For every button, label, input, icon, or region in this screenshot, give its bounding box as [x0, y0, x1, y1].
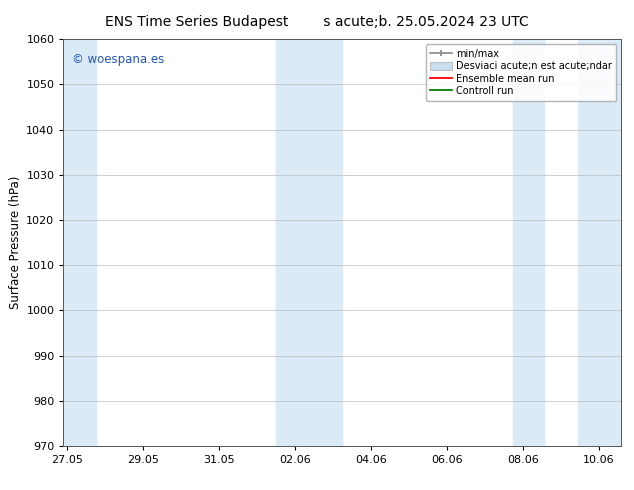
Bar	[276, 39, 342, 446]
Legend: min/max, Desviaci acute;n est acute;ndar, Ensemble mean run, Controll run: min/max, Desviaci acute;n est acute;ndar…	[425, 44, 616, 101]
Text: ENS Time Series Budapest        s acute;b. 25.05.2024 23 UTC: ENS Time Series Budapest s acute;b. 25.0…	[105, 15, 529, 29]
Text: © woespana.es: © woespana.es	[72, 53, 164, 67]
Bar	[63, 39, 96, 446]
Bar	[513, 39, 543, 446]
Y-axis label: Surface Pressure (hPa): Surface Pressure (hPa)	[9, 176, 22, 309]
Bar	[578, 39, 621, 446]
